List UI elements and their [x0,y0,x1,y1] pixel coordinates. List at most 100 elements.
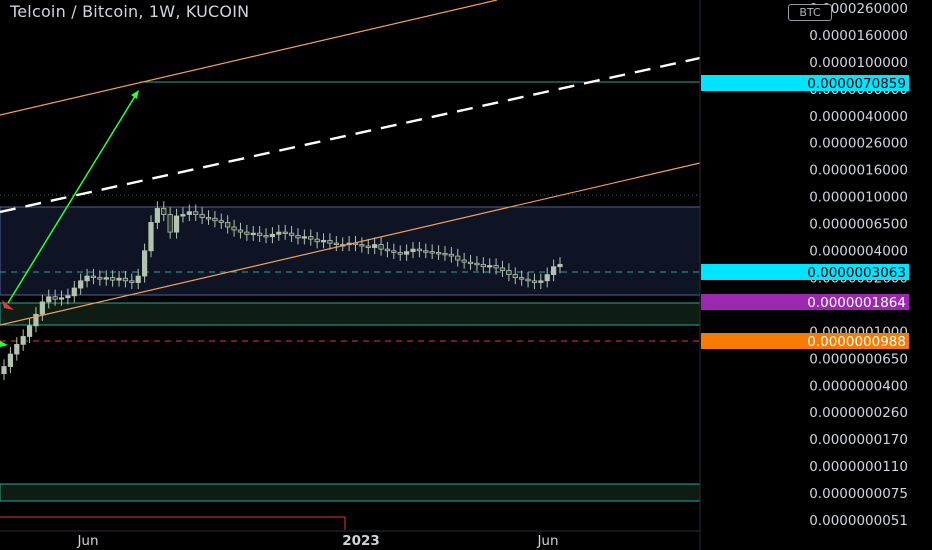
candle-body [519,277,525,280]
candle-body [416,248,423,252]
time-tick-label: 2023 [342,533,380,549]
candle-body [154,208,160,223]
candle-body [295,235,301,239]
candle-body [39,301,45,315]
candle-body [499,267,506,271]
candle-body [218,220,224,223]
candle-body [487,265,493,268]
impulse-arrowhead [131,90,139,99]
candle-body [257,232,263,236]
candle-body [97,277,103,280]
candle-body [263,235,269,238]
candle-body [538,280,544,283]
candle-body [173,215,180,233]
candle-body [225,222,231,228]
price-label-text: 0.0000001864 [807,295,906,311]
price-tick-label: 0.0000000075 [809,486,908,502]
candle-body [429,251,435,254]
channel-midline-dashed [0,56,701,214]
candle-body [212,217,218,222]
candle-body [103,277,109,280]
candle-body [288,232,295,236]
price-tick-label: 0.0000000170 [809,432,908,448]
candle-body [199,214,205,218]
price-tick-label: 0.0000000400 [809,378,908,394]
price-label-text: 0.0000070859 [807,76,906,92]
candle-body [33,313,39,327]
price-tick-label: 0.0000000260 [809,405,908,421]
candle-body [551,266,557,276]
candle-body [269,233,276,238]
price-label-badge [701,294,909,310]
candle-body [506,270,512,276]
candle-body [404,251,410,255]
price-axis[interactable]: 0.0000260000 0.0000160000 0.0000100000 0.00… [809,1,908,529]
candle-body [359,244,365,247]
candle-body [461,259,467,263]
candle-body [205,217,212,220]
candle-body [525,278,531,282]
time-tick-label: Jun [76,533,98,549]
price-tick-label: 0.0000000051 [809,513,908,529]
price-tick-label: 0.0000000110 [809,459,908,475]
chart-title: Telcoin / Bitcoin, 1W, KUCOIN [10,2,250,21]
candle-body [250,232,256,236]
candle-body [448,253,454,257]
candle-body [333,242,339,246]
candle-body [378,244,384,250]
candle-body [480,263,486,268]
candle-body [314,238,320,243]
candle-body [7,353,13,367]
candle-body [320,240,327,243]
price-tick-label: 0.0000260000 [809,1,908,17]
green-support-zone [0,302,701,326]
candle-body [84,275,90,282]
price-label-text: 0.0000000988 [807,334,906,350]
channel-lower-line [0,162,701,326]
candle-body [71,287,77,297]
candle-body [14,343,20,355]
time-axis[interactable]: Jun 2023 Jun [76,533,558,549]
candle-body [244,231,250,235]
candle-body [410,248,416,253]
candle-body [58,297,65,300]
price-tick-label: 0.0000160000 [809,28,908,44]
candle-body [193,211,199,215]
price-label-text: 0.0000003063 [807,265,906,281]
candle-body [467,261,474,265]
impulse-arrow [7,92,138,304]
candle-body [327,240,333,244]
candle-body [78,280,84,289]
candle-body [531,280,538,283]
candle-body [1,366,7,374]
currency-button[interactable]: BTC [788,4,832,21]
candle-body [46,296,52,303]
candlestick-series [1,201,563,381]
price-label-badge [701,264,909,280]
candle-body [397,252,403,255]
candle-body [442,252,448,256]
candle-body [474,262,480,266]
channel-upper-line [0,0,498,116]
candle-body [167,214,173,233]
candle-body [493,265,499,269]
candle-body [512,274,518,279]
blue-range-zone [0,206,701,296]
candle-body [372,244,378,248]
candle-body [282,231,288,234]
candle-body [65,295,71,299]
candle-body [141,250,148,277]
candle-body [161,208,167,215]
candle-body [129,280,135,283]
price-tick-label: 0.0000016000 [809,163,908,179]
candle-body [237,229,244,233]
candle-body [26,325,33,337]
candle-body [308,236,314,240]
green-bottom-zone [0,483,701,502]
candle-body [423,250,429,253]
candle-body [231,226,237,231]
candle-body [122,277,129,282]
candle-body [116,277,122,281]
price-tick-label: 0.0000040000 [809,109,908,125]
